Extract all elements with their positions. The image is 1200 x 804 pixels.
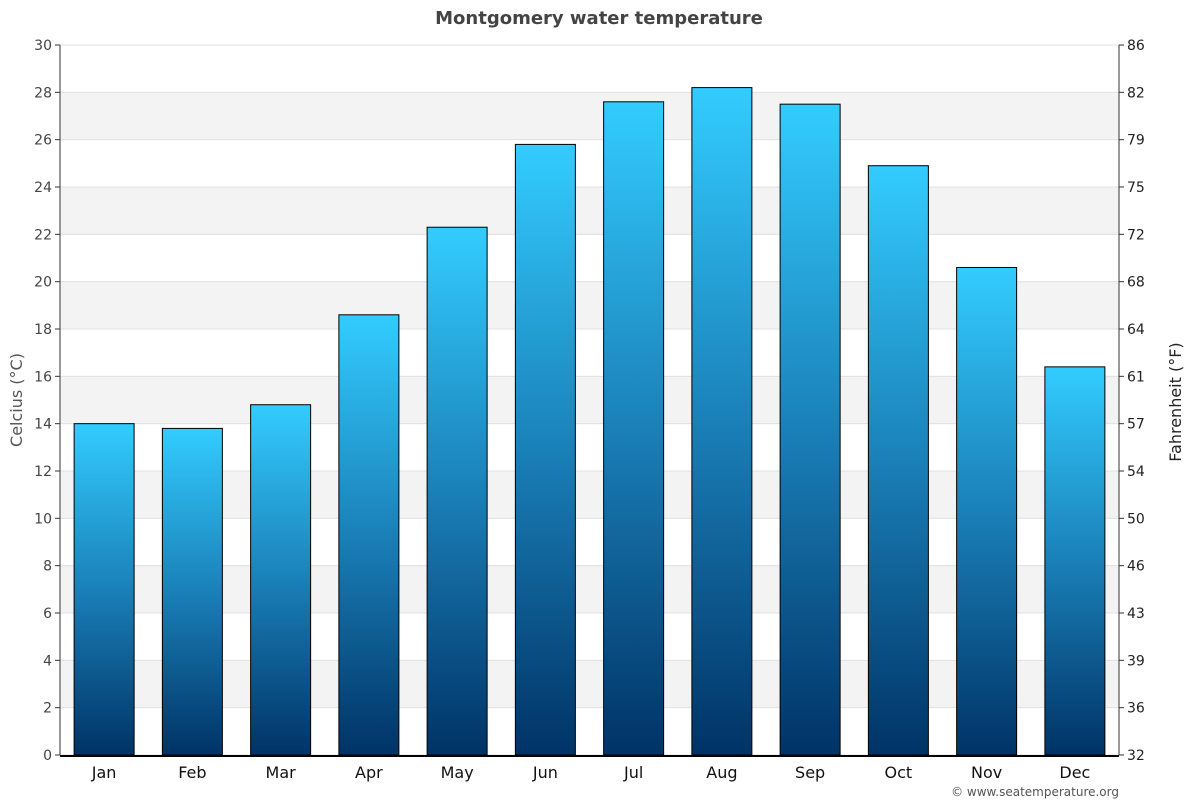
left-tick-label: 24 — [34, 180, 52, 196]
x-tick-label: Aug — [706, 763, 737, 782]
right-tick-label: 32 — [1127, 748, 1145, 764]
left-tick-label: 6 — [43, 606, 52, 622]
left-tick-label: 8 — [43, 559, 52, 575]
bar-oct — [867, 165, 929, 756]
left-tick-label: 28 — [34, 85, 52, 101]
left-tick-label: 22 — [34, 227, 52, 243]
y-axis-label-right: Fahrenheit (°F) — [1166, 342, 1185, 461]
x-tick-label: Oct — [885, 763, 913, 782]
x-tick-label: Apr — [355, 763, 383, 782]
left-tick-label: 26 — [34, 133, 52, 149]
bar-aug — [691, 87, 753, 756]
bar-jun — [514, 143, 576, 756]
left-tick-label: 20 — [34, 275, 52, 291]
axes — [55, 44, 1124, 757]
right-tick-label: 64 — [1127, 322, 1145, 338]
x-tick-labels: Jan Feb Mar Apr May Jun Jul Aug Sep Oct Nov Dec — [91, 763, 1091, 782]
right-tick-labels: 32 36 39 43 46 50 54 57 61 64 68 72 75 79 82 86 — [1127, 38, 1145, 764]
left-tick-label: 10 — [34, 511, 52, 527]
x-tick-label: Dec — [1059, 763, 1090, 782]
right-tick-label: 54 — [1127, 464, 1145, 480]
x-tick-label: Feb — [178, 763, 206, 782]
x-tick-label: Sep — [795, 763, 825, 782]
right-tick-label: 57 — [1127, 417, 1145, 433]
bars — [73, 87, 1106, 756]
x-tick-label: Jan — [91, 763, 117, 782]
right-tick-label: 72 — [1127, 227, 1145, 243]
right-tick-label: 43 — [1127, 606, 1145, 622]
right-tick-label: 86 — [1127, 38, 1145, 54]
bar-nov — [956, 266, 1018, 756]
bar-jul — [603, 101, 665, 756]
x-tick-label: Jul — [623, 763, 643, 782]
right-tick-label: 68 — [1127, 275, 1145, 291]
grid-band — [60, 565, 1119, 613]
right-tick-label: 82 — [1127, 85, 1145, 101]
right-tick-label: 36 — [1127, 701, 1145, 717]
right-tick-label: 79 — [1127, 133, 1145, 149]
bar-may — [426, 226, 488, 756]
bar-jan — [73, 423, 135, 756]
left-tick-label: 12 — [34, 464, 52, 480]
x-tick-label: Mar — [266, 763, 297, 782]
grid-bands — [60, 92, 1119, 708]
grid-band — [60, 376, 1119, 424]
right-tick-label: 46 — [1127, 559, 1145, 575]
x-tick-label: May — [441, 763, 474, 782]
grid-band — [60, 92, 1119, 140]
credit: © www.seatemperature.org — [951, 785, 1119, 799]
bar-apr — [338, 314, 400, 756]
right-tick-label: 39 — [1127, 653, 1145, 669]
left-tick-label: 4 — [43, 653, 52, 669]
x-tick-label: Nov — [971, 763, 1002, 782]
chart-title: Montgomery water temperature — [435, 8, 763, 29]
left-tick-label: 14 — [34, 417, 52, 433]
right-tick-label: 50 — [1127, 511, 1145, 527]
left-tick-label: 16 — [34, 369, 52, 385]
y-axis-label-left: Celcius (°C) — [7, 353, 26, 447]
grid-band — [60, 281, 1119, 329]
grid-band — [60, 187, 1119, 235]
x-tick-label: Jun — [532, 763, 558, 782]
left-tick-label: 30 — [34, 38, 52, 54]
right-tick-label: 61 — [1127, 369, 1145, 385]
left-tick-label: 0 — [43, 748, 52, 764]
right-tick-label: 75 — [1127, 180, 1145, 196]
left-tick-label: 2 — [43, 701, 52, 717]
grid-band — [60, 660, 1119, 708]
left-tick-label: 18 — [34, 322, 52, 338]
bar-sep — [779, 103, 841, 756]
bar-mar — [250, 404, 312, 756]
grid-band — [60, 471, 1119, 519]
bar-feb — [161, 427, 223, 756]
bar-dec — [1044, 366, 1106, 756]
